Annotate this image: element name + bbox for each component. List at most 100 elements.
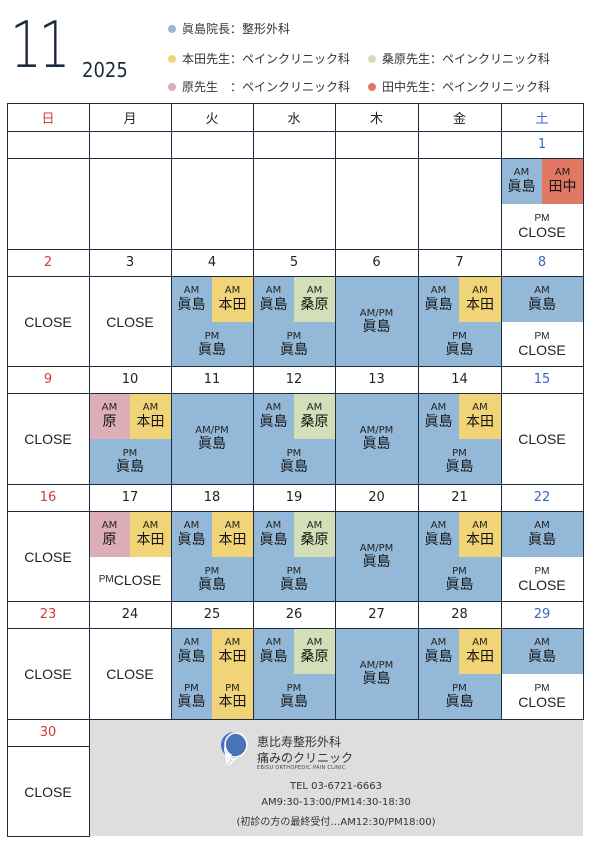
closed-label: PM CLOSE xyxy=(501,557,583,602)
legend-dot-icon xyxy=(368,54,376,63)
day-number xyxy=(253,131,335,158)
legend-text: 桑原先生：ペインクリニック科 xyxy=(382,52,551,66)
closed-label: PM CLOSE xyxy=(501,322,583,367)
day-number: 23 xyxy=(39,607,57,622)
day-number: 24 xyxy=(121,607,139,622)
period-label: PM xyxy=(204,565,220,577)
weekday-header: 木 xyxy=(369,111,383,127)
day-number: 1 xyxy=(537,137,547,152)
period-label: AM xyxy=(472,402,488,414)
period-label: AM xyxy=(534,520,550,532)
grid-line xyxy=(7,158,584,159)
grid-line xyxy=(89,719,90,837)
period-label: PM xyxy=(286,682,302,694)
schedule-block: AM 本田 xyxy=(212,628,253,674)
period-label: AM xyxy=(101,402,118,414)
doctor-name: 本田 xyxy=(218,531,247,548)
period-label: PM xyxy=(534,331,550,342)
year-label: 2025 xyxy=(82,58,128,82)
schedule-block: AM 眞島 xyxy=(501,158,542,204)
schedule-block: AM 本田 xyxy=(212,511,253,557)
doctor-name: 桑原 xyxy=(300,531,329,548)
weekday-header: 日 xyxy=(41,111,55,127)
closed-label: CLOSE xyxy=(7,511,89,602)
calendar-grid: 日月火水木金土 AM 眞島 AM 田中 PM CLOSE CLOSE CLOSE AM 眞島 AM 本田… xyxy=(7,103,584,837)
day-number: 20 xyxy=(368,490,385,505)
clinic-subtitle: 痛みのクリニック xyxy=(257,751,354,765)
doctor-name: 眞島 xyxy=(528,531,556,548)
doctor-name: 眞島 xyxy=(424,531,453,548)
grid-line xyxy=(7,719,584,720)
doctor-name: 本田 xyxy=(466,296,494,313)
schedule-block: AM 眞島 xyxy=(253,511,294,557)
period-label: AM xyxy=(472,285,488,297)
schedule-block: AM 眞島 xyxy=(418,393,459,439)
close-text: CLOSE xyxy=(24,430,72,447)
grid-line xyxy=(7,103,584,104)
day-number: 25 xyxy=(203,607,221,622)
period-label: AM/PM xyxy=(359,542,394,554)
doctor-name: 眞島 xyxy=(177,648,206,665)
closed-label: CLOSE xyxy=(7,628,89,719)
clinic-hours: AM9:30-13:00/PM14:30-18:30 xyxy=(261,797,411,808)
schedule-block: AM/PM 眞島 xyxy=(335,511,418,602)
schedule-block: AM 眞島 xyxy=(501,511,583,557)
close-text: CLOSE xyxy=(106,313,154,330)
grid-line xyxy=(7,601,584,602)
day-number: 2 xyxy=(43,255,53,270)
close-text: CLOSE xyxy=(518,342,566,358)
day-number: 22 xyxy=(533,490,551,505)
period-label: AM/PM xyxy=(359,307,394,319)
schedule-block: PM 眞島 xyxy=(171,557,253,602)
doctor-name: 眞島 xyxy=(445,342,474,359)
day-number: 8 xyxy=(537,255,547,270)
period-label: AM xyxy=(430,637,447,649)
period-label: AM xyxy=(513,167,530,179)
schedule-block: PM 眞島 xyxy=(418,674,501,719)
schedule-block: PM 眞島 xyxy=(418,439,501,484)
period-label: PM xyxy=(122,447,138,459)
day-number: 30 xyxy=(39,725,57,740)
legend-dot-icon xyxy=(168,54,176,63)
schedule-block: AM 本田 xyxy=(459,276,501,322)
clinic-english-name: EBISU ORTHOPEDIC PAIN CLINIC xyxy=(257,765,346,771)
period-label: PM xyxy=(534,566,550,577)
legend-text: 眞島院長：整形外科 xyxy=(182,22,291,36)
period-label: AM xyxy=(534,637,550,649)
doctor-legend: 眞島院長：整形外科 本田先生：ペインクリニック科 桑原先生：ペインクリニック科 原先生… xyxy=(0,0,592,100)
schedule-block: AM 本田 xyxy=(459,628,501,674)
closed-label: CLOSE xyxy=(7,393,89,484)
day-number: 6 xyxy=(372,255,381,270)
clinic-phone: TEL 03-6721-6663 xyxy=(289,781,383,792)
grid-line xyxy=(418,103,419,720)
day-number: 19 xyxy=(285,490,303,505)
doctor-name: 眞島 xyxy=(362,436,391,453)
period-label: AM xyxy=(224,520,241,532)
day-number: 3 xyxy=(125,255,135,270)
weekday-header: 火 xyxy=(205,111,219,127)
doctor-name: 桑原 xyxy=(300,413,329,430)
schedule-block: AM 眞島 xyxy=(418,276,459,322)
doctor-name: 眞島 xyxy=(424,296,453,313)
grid-line xyxy=(7,131,584,132)
grid-line xyxy=(7,366,584,367)
schedule-block: AM 眞島 xyxy=(171,628,212,674)
schedule-block: AM 眞島 xyxy=(253,628,294,674)
grid-line xyxy=(501,103,502,720)
legend-dot-icon xyxy=(168,24,176,33)
schedule-block: AM 本田 xyxy=(212,276,253,322)
schedule-block: AM 原 xyxy=(89,511,130,557)
closed-label: CLOSE xyxy=(501,393,583,484)
schedule-block: AM 田中 xyxy=(542,158,583,204)
grid-line xyxy=(7,393,584,394)
legend-text: 原先生 ：ペインクリニック科 xyxy=(182,80,351,94)
grid-line xyxy=(7,628,584,629)
day-number: 15 xyxy=(533,372,551,387)
day-number: 4 xyxy=(207,255,217,270)
period-label: AM xyxy=(472,637,488,649)
doctor-name: 本田 xyxy=(466,648,494,665)
period-label: AM/PM xyxy=(195,424,229,436)
day-number: 12 xyxy=(285,372,303,387)
period-label: AM xyxy=(224,637,241,649)
period-label: AM xyxy=(183,637,200,649)
